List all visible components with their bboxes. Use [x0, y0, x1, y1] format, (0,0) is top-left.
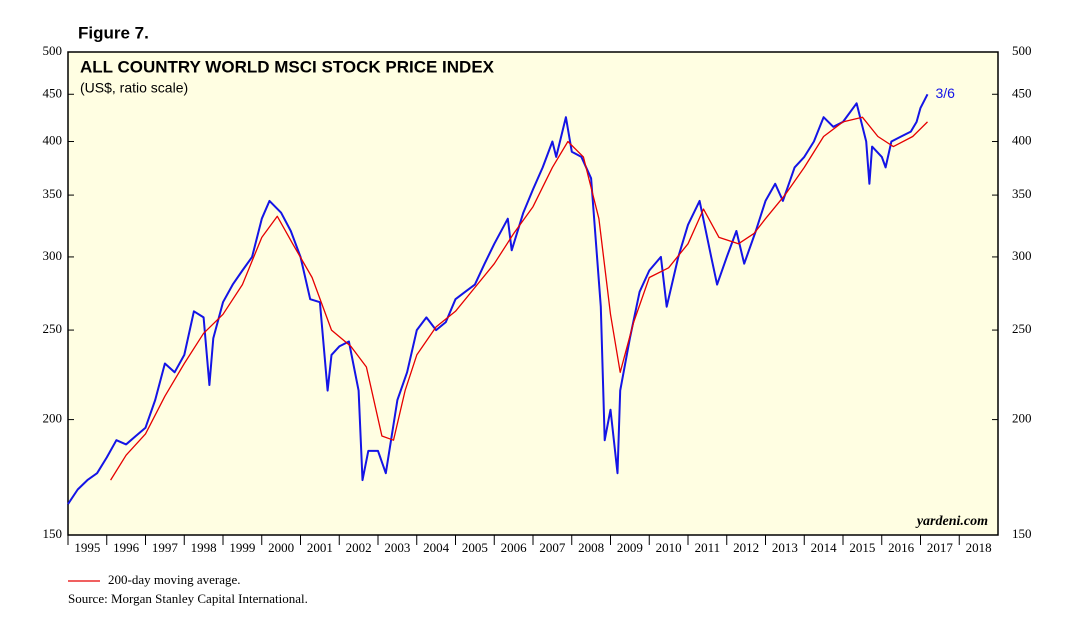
x-tick-label: 2015: [849, 540, 875, 555]
x-tick-label: 1996: [113, 540, 140, 555]
chart-title: ALL COUNTRY WORLD MSCI STOCK PRICE INDEX: [80, 57, 495, 76]
legend-label: 200-day moving average.: [108, 572, 240, 587]
source: Source: Morgan Stanley Capital Internati…: [68, 591, 308, 606]
y-tick-label-right: 350: [1012, 186, 1032, 201]
x-tick-label: 2012: [733, 540, 759, 555]
chart-subtitle: (US$, ratio scale): [80, 80, 188, 96]
series-line: [110, 116, 928, 481]
y-tick-label-right: 300: [1012, 248, 1032, 263]
x-tick-label: 2011: [695, 540, 721, 555]
y-tick-label: 150: [43, 526, 63, 541]
x-tick-label: 2017: [927, 540, 954, 555]
series-line: [67, 93, 929, 505]
y-tick-label: 400: [43, 133, 63, 148]
y-tick-label: 200: [43, 411, 63, 426]
y-tick-label: 500: [43, 43, 63, 58]
x-tick-label: 2009: [617, 540, 643, 555]
x-tick-label: 1997: [152, 540, 179, 555]
x-tick-label: 1998: [191, 540, 217, 555]
y-tick-label-right: 250: [1012, 321, 1032, 336]
x-tick-label: 2001: [307, 540, 333, 555]
plot-area: [67, 51, 999, 536]
x-tick-label: 2013: [772, 540, 798, 555]
y-tick-label-right: 450: [1012, 85, 1032, 100]
y-tick-label: 250: [43, 321, 63, 336]
x-tick-label: 2005: [462, 540, 488, 555]
y-tick-label-right: 500: [1012, 43, 1032, 58]
x-tick-label: 2006: [501, 540, 528, 555]
x-tick-label: 2000: [268, 540, 294, 555]
y-tick-label: 350: [43, 186, 63, 201]
x-tick-label: 2002: [346, 540, 372, 555]
watermark: yardeni.com: [915, 514, 988, 529]
y-tick-label-right: 150: [1012, 526, 1032, 541]
y-tick-label: 300: [43, 248, 63, 263]
y-tick-label-right: 400: [1012, 133, 1032, 148]
x-tick-label: 2018: [966, 540, 992, 555]
y-tick-label-right: 200: [1012, 411, 1032, 426]
annotation: 3/6: [935, 85, 955, 101]
x-tick-label: 2016: [888, 540, 915, 555]
x-tick-label: 2008: [578, 540, 604, 555]
x-tick-label: 2010: [656, 540, 682, 555]
figure-label: Figure 7.: [78, 23, 149, 42]
x-tick-label: 1999: [229, 540, 255, 555]
y-tick-label: 450: [43, 85, 63, 100]
x-tick-label: 2003: [384, 540, 410, 555]
x-tick-label: 2004: [423, 540, 450, 555]
x-tick-label: 2014: [811, 540, 838, 555]
x-tick-label: 2007: [539, 540, 566, 555]
x-tick-label: 1995: [74, 540, 100, 555]
